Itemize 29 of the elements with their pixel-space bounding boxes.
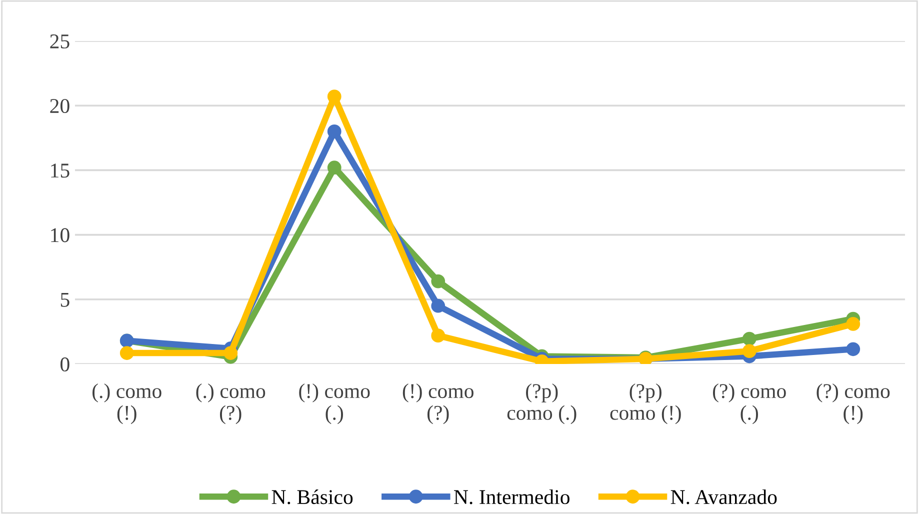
point: [846, 317, 860, 331]
y-tick-label: 25: [50, 34, 70, 48]
x-tick-label: (?) como (!): [816, 383, 890, 424]
x-tick-label: (?) como (.): [712, 383, 786, 424]
y-tick-label: 20: [50, 98, 70, 114]
point: [742, 332, 756, 346]
x-tick-label: (.) como (!): [92, 383, 162, 424]
x-tick-label: (?p) como (.): [507, 383, 576, 424]
point: [327, 124, 342, 138]
point: [431, 328, 446, 343]
point: [224, 346, 238, 360]
y-tick-label: 5: [60, 292, 70, 307]
x-tick-label: (?p) como (!): [610, 383, 681, 424]
y-tick-label: 15: [51, 164, 70, 178]
legend-label: N. Intermedio: [454, 489, 570, 504]
point: [431, 298, 446, 313]
y-tick-label: 0: [60, 357, 70, 372]
point: [327, 160, 342, 175]
legend-label: N. Básico: [272, 489, 353, 504]
point: [742, 344, 756, 358]
legend-label: N. Avanzado: [670, 489, 777, 504]
point: [327, 90, 342, 104]
x-tick-label: (!) como (.): [299, 383, 370, 424]
y-tick-label: 10: [51, 228, 70, 242]
x-tick-label: (!) como (?): [402, 383, 474, 424]
point: [120, 346, 134, 360]
x-tick-label: (.) como (?): [196, 383, 266, 424]
point: [846, 342, 860, 356]
point: [431, 274, 446, 288]
